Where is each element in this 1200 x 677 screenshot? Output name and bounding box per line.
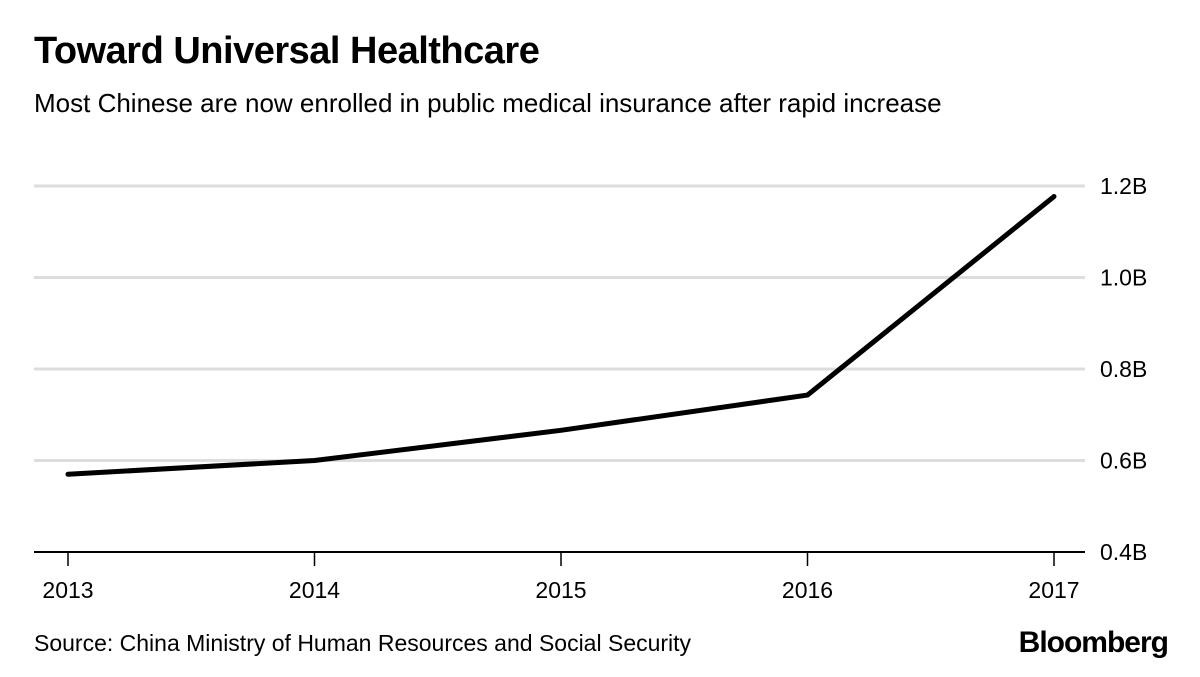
bloomberg-logo: Bloomberg — [1018, 626, 1169, 659]
y-tick-label: 0.6B — [1100, 448, 1147, 474]
series-line — [65, 194, 1057, 477]
x-tick-label: 2013 — [42, 577, 93, 603]
x-tick-label: 2014 — [289, 577, 340, 603]
chart-subtitle: Most Chinese are now enrolled in public … — [34, 88, 942, 118]
chart-title: Toward Universal Healthcare — [34, 30, 540, 72]
y-tick-label: 0.8B — [1100, 356, 1147, 382]
y-tick-label: 1.0B — [1100, 265, 1147, 291]
x-tick-label: 2017 — [1028, 577, 1079, 603]
x-tick-label: 2016 — [782, 577, 833, 603]
y-tick-label: 0.4B — [1100, 539, 1147, 565]
source-note: Source: China Ministry of Human Resource… — [34, 630, 692, 656]
x-tick-label: 2015 — [535, 577, 586, 603]
y-tick-label: 1.2B — [1100, 173, 1147, 199]
